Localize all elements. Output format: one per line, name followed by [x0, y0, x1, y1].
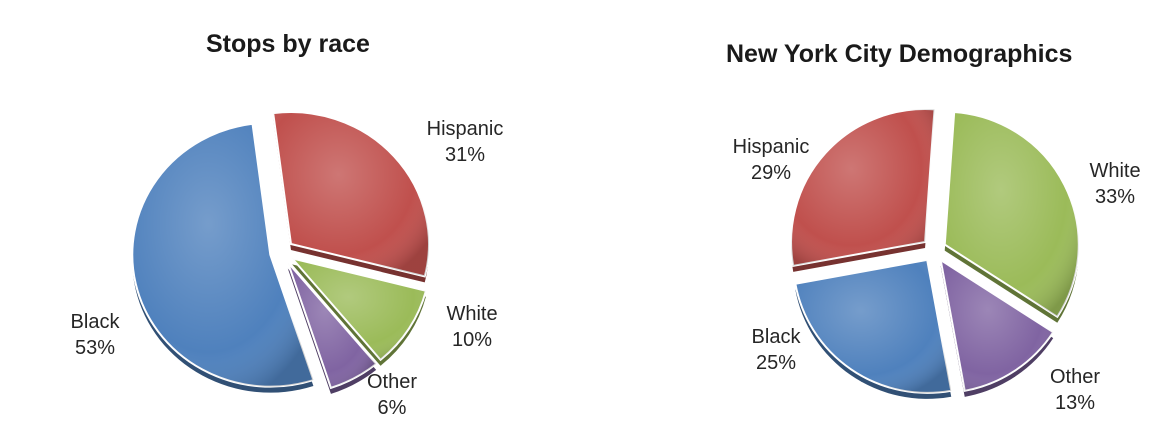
pie-1-slice-shading-black [795, 259, 952, 393]
pie-1-label-other: Other 13% [1050, 366, 1100, 414]
pie-0-slice-shading-white [292, 258, 426, 360]
pie-1-label-hispanic: Hispanic 29% [733, 136, 810, 184]
chart-title-nyc-demographics: New York City Demographics [726, 40, 1073, 68]
pie-1-slice-shading-white [944, 111, 1079, 317]
pie-1-label-black: Black 25% [752, 326, 802, 374]
pie-1-slice-shading-other [940, 259, 1054, 391]
pie-0-slice-shading-other [287, 262, 377, 388]
chart-title-stops-by-race: Stops by race [206, 30, 370, 58]
pie-0-label-black: Black 53% [71, 311, 121, 359]
pie-0-label-other: Other 6% [367, 371, 417, 419]
pie-nyc-demographics: White 33% Other 13% Black 25% Hispanic 29% [733, 107, 1141, 414]
pie-0-slice-shading-black [132, 123, 314, 387]
pie-0-label-white: White 10% [446, 303, 497, 351]
pie-stops-by-race: Hispanic 31% White 10% Other 6% Black 53% [71, 111, 504, 419]
pie-0-label-hispanic: Hispanic 31% [427, 118, 504, 166]
pie-1-label-white: White 33% [1089, 160, 1140, 208]
pie-0-slice-shading-hispanic [273, 112, 429, 277]
pie-1-slice-shading-hispanic [791, 108, 935, 266]
